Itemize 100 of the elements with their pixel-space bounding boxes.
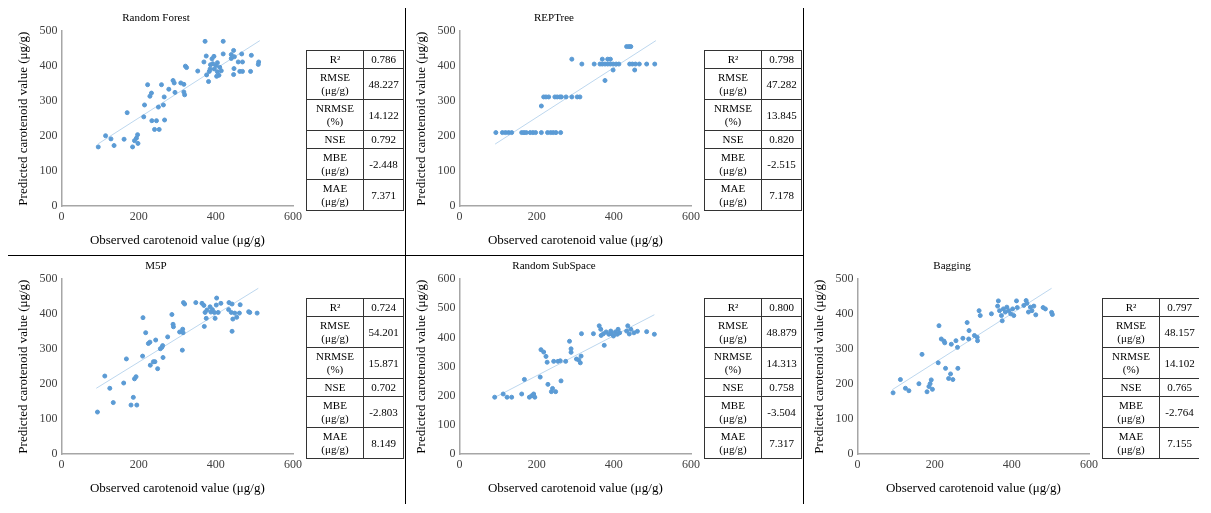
text: RMSE (μg/g) [306, 68, 364, 100]
text: RMSE (μg/g) [306, 316, 364, 348]
y-tick-label: 200 [39, 128, 58, 143]
x-tick-label: 400 [1002, 457, 1021, 472]
y-axis-title: Predicted carotenoid value (μg/g) [15, 279, 31, 454]
text: 0.797 [1159, 298, 1200, 317]
y-tick-label: 300 [437, 358, 456, 373]
y-axis-title: Predicted carotenoid value (μg/g) [413, 31, 429, 206]
text: NRMSE (%) [306, 347, 364, 379]
x-tick-label: 400 [604, 209, 623, 224]
y-tick-label: 300 [835, 341, 854, 356]
y-tick-label: 100 [437, 417, 456, 432]
text: 48.879 [761, 316, 802, 348]
x-axis-title: Observed carotenoid value (μg/g) [89, 479, 265, 495]
text: -3.504 [761, 396, 802, 428]
x-axis-title: Observed carotenoid value (μg/g) [487, 479, 663, 495]
y-tick-label: 500 [39, 23, 58, 38]
text: 8.149 [363, 427, 404, 459]
text: NRMSE (%) [1102, 347, 1160, 379]
text: MBE (μg/g) [704, 396, 762, 428]
text: R² [306, 298, 364, 317]
text: RMSE (μg/g) [704, 68, 762, 100]
y-tick-label: 300 [39, 93, 58, 108]
y-tick-label: 200 [437, 128, 456, 143]
text: NSE [704, 130, 762, 149]
x-axis-title: Observed carotenoid value (μg/g) [885, 479, 1061, 495]
x-tick-label: 600 [1080, 457, 1098, 472]
text: -2.515 [761, 148, 802, 180]
x-tick-label: 600 [682, 457, 700, 472]
text: -2.448 [363, 148, 404, 180]
x-tick-label: 200 [129, 457, 148, 472]
y-tick-label: 400 [835, 306, 854, 321]
y-tick-label: 500 [437, 300, 456, 315]
y-tick-label: 500 [437, 23, 456, 38]
text: MAE (μg/g) [704, 179, 762, 211]
x-tick-label: 400 [206, 457, 225, 472]
y-tick-label: 400 [39, 306, 58, 321]
text: NRMSE (%) [704, 347, 762, 379]
text: MAE (μg/g) [306, 179, 364, 211]
text: 7.371 [363, 179, 404, 211]
text: 0.820 [761, 130, 802, 149]
text: 0.765 [1159, 378, 1200, 397]
text: -2.803 [363, 396, 404, 428]
text: 7.155 [1159, 427, 1200, 459]
text: MBE (μg/g) [1102, 396, 1160, 428]
x-tick-label: 200 [527, 209, 546, 224]
text: NSE [1102, 378, 1160, 397]
text: MBE (μg/g) [306, 396, 364, 428]
text: R² [1102, 298, 1160, 317]
chart-title: Random SubSpace [512, 259, 596, 272]
text: 14.313 [761, 347, 802, 379]
text: MAE (μg/g) [704, 427, 762, 459]
chart-title: Bagging [933, 259, 972, 272]
text: 0.786 [363, 50, 404, 69]
text: 7.317 [761, 427, 802, 459]
text: 15.871 [363, 347, 404, 379]
text: MAE (μg/g) [1102, 427, 1160, 459]
y-tick-label: 0 [51, 198, 58, 213]
x-tick-label: 200 [527, 457, 546, 472]
text: RMSE (μg/g) [1102, 316, 1160, 348]
text: 0.800 [761, 298, 802, 317]
y-tick-label: 400 [437, 58, 456, 73]
y-axis-title: Predicted carotenoid value (μg/g) [811, 279, 827, 454]
text: 0.758 [761, 378, 802, 397]
x-tick-label: 200 [129, 209, 148, 224]
x-tick-label: 600 [284, 209, 302, 224]
y-tick-label: 200 [437, 387, 456, 402]
y-tick-label: 400 [39, 58, 58, 73]
y-tick-label: 100 [835, 411, 854, 426]
y-tick-label: 0 [449, 198, 456, 213]
text: -2.764 [1159, 396, 1200, 428]
y-tick-label: 500 [39, 271, 58, 286]
x-tick-label: 400 [206, 209, 225, 224]
y-tick-label: 0 [51, 446, 58, 461]
text: R² [306, 50, 364, 69]
text: 0.798 [761, 50, 802, 69]
y-tick-label: 200 [835, 376, 854, 391]
y-axis-title: Predicted carotenoid value (μg/g) [15, 31, 31, 206]
y-tick-label: 0 [847, 446, 854, 461]
text: RMSE (μg/g) [704, 316, 762, 348]
text: 7.178 [761, 179, 802, 211]
x-tick-label: 200 [925, 457, 944, 472]
text: MBE (μg/g) [306, 148, 364, 180]
x-tick-label: 600 [682, 209, 700, 224]
y-tick-label: 200 [39, 376, 58, 391]
text: 0.702 [363, 378, 404, 397]
y-tick-label: 500 [835, 271, 854, 286]
text: 0.792 [363, 130, 404, 149]
text: R² [704, 50, 762, 69]
text: 48.157 [1159, 316, 1200, 348]
y-tick-label: 300 [437, 93, 456, 108]
chart-title: Random Forest [122, 11, 190, 24]
y-tick-label: 100 [437, 163, 456, 178]
y-tick-label: 100 [39, 411, 58, 426]
y-tick-label: 600 [437, 271, 456, 286]
text: 14.102 [1159, 347, 1200, 379]
chart-title: M5P [145, 259, 167, 272]
text: 13.845 [761, 99, 802, 131]
x-tick-label: 600 [284, 457, 302, 472]
x-tick-label: 400 [604, 457, 623, 472]
